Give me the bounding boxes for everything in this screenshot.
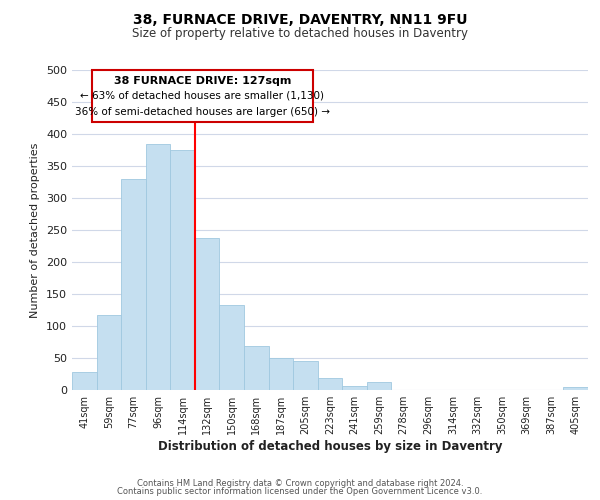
Text: 38 FURNACE DRIVE: 127sqm: 38 FURNACE DRIVE: 127sqm <box>113 76 291 86</box>
Y-axis label: Number of detached properties: Number of detached properties <box>31 142 40 318</box>
Text: Contains HM Land Registry data © Crown copyright and database right 2024.: Contains HM Land Registry data © Crown c… <box>137 478 463 488</box>
Bar <box>293 361 318 390</box>
Bar <box>97 315 121 390</box>
Bar <box>170 150 195 390</box>
Text: Contains public sector information licensed under the Open Government Licence v3: Contains public sector information licen… <box>118 487 482 496</box>
Bar <box>367 382 391 390</box>
Bar <box>220 305 244 390</box>
Bar <box>121 179 146 390</box>
Bar <box>244 346 269 390</box>
Bar <box>563 387 588 390</box>
Bar <box>195 238 220 390</box>
Bar <box>342 386 367 390</box>
Text: 38, FURNACE DRIVE, DAVENTRY, NN11 9FU: 38, FURNACE DRIVE, DAVENTRY, NN11 9FU <box>133 12 467 26</box>
Text: Size of property relative to detached houses in Daventry: Size of property relative to detached ho… <box>132 28 468 40</box>
X-axis label: Distribution of detached houses by size in Daventry: Distribution of detached houses by size … <box>158 440 502 453</box>
Bar <box>72 372 97 390</box>
Text: 36% of semi-detached houses are larger (650) →: 36% of semi-detached houses are larger (… <box>75 106 330 117</box>
Bar <box>146 144 170 390</box>
FancyBboxPatch shape <box>92 70 313 122</box>
Text: ← 63% of detached houses are smaller (1,130): ← 63% of detached houses are smaller (1,… <box>80 91 324 101</box>
Bar <box>318 378 342 390</box>
Bar <box>269 358 293 390</box>
